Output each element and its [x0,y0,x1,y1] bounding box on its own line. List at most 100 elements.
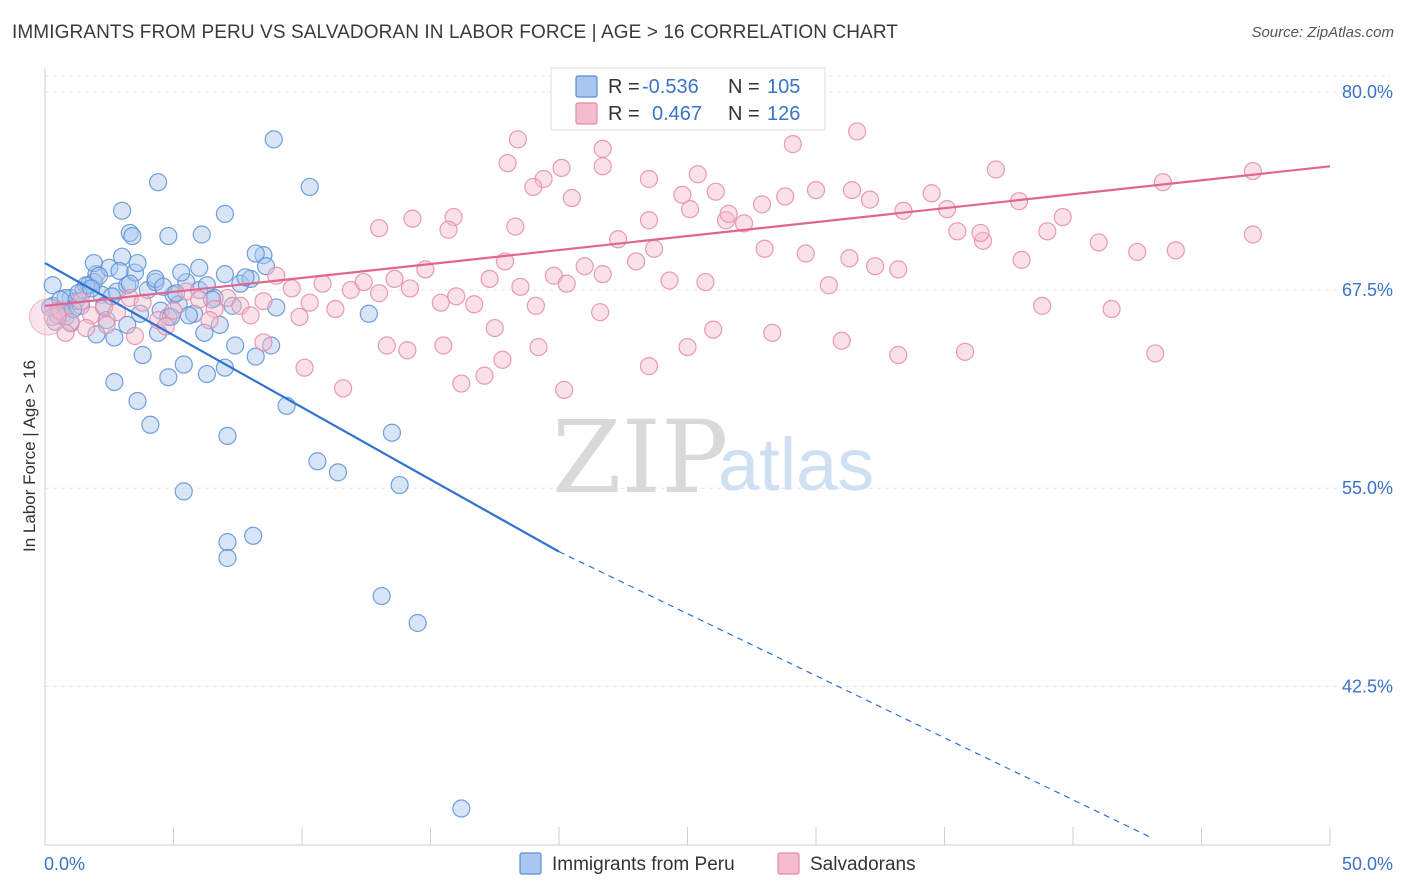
pink-point-94 [498,154,517,173]
legend-n-label-blue: N = [728,76,760,98]
blue-point-91 [190,258,209,277]
pink-point-100 [688,165,707,184]
pink-point-119 [370,219,389,238]
pink-point-29 [431,293,450,312]
pink-point-91 [452,374,471,393]
blue-point-78 [159,226,178,246]
blue-point-42 [133,345,152,365]
pink-point-32 [480,269,499,288]
blue-point-69 [372,586,391,606]
pink-point-123 [848,122,867,141]
pink-point-63 [1243,225,1263,244]
legend-r-label-blue: R = [608,76,640,98]
blue-point-68 [244,526,263,545]
pink-point-70 [639,357,659,376]
pink-point-45 [696,272,715,292]
legend-n-value-pink: 126 [767,103,800,125]
x-tick-labels: 0.0% 50.0% [44,854,1393,874]
pink-cluster-point [29,298,67,336]
pink-point-30 [447,287,466,306]
bottom-legend-swatch-pink [777,852,800,875]
pink-point-21 [313,274,332,293]
blue-point-55 [197,364,217,384]
pink-point-77 [1033,296,1052,315]
pink-point-56 [948,222,967,241]
pink-point-20 [300,293,319,312]
pink-point-66 [485,318,504,338]
pink-point-86 [254,333,273,352]
pink-point-104 [842,181,862,200]
blue-point-76 [215,204,234,223]
pink-point-59 [1038,222,1057,241]
pink-point-68 [555,380,574,399]
blue-point-81 [246,244,265,263]
series-peru-points [41,130,471,818]
trend-lines [44,165,1331,838]
blue-point-79 [192,225,211,244]
legend-r-value-blue: -0.536 [642,76,699,98]
pink-point-120 [403,209,422,228]
top-legend: R = -0.536 N = 105 R = 0.467 N = 126 [550,67,826,131]
pink-point-98 [593,157,612,176]
pink-point-2 [61,312,80,331]
blue-point-54 [174,355,193,374]
pink-point-37 [557,274,576,293]
trend-line-blue [44,262,560,553]
pink-point-78 [1102,299,1121,319]
trend-line-pink [44,165,1331,307]
bottom-legend: Immigrants from Peru Salvadorans [519,852,916,875]
series-salvadoran-points [29,122,1263,399]
y-tick-labels: 42.5% 55.0% 67.5% 80.0% [1342,82,1393,697]
pink-point-121 [439,220,458,239]
y-tick-label-3: 80.0% [1342,82,1393,102]
pink-point-24 [354,272,373,292]
blue-point-75 [112,201,132,220]
y-tick-label-1: 55.0% [1342,478,1393,498]
pink-point-62 [1166,241,1185,260]
pink-point-27 [400,279,420,298]
blue-point-72 [264,130,283,149]
pink-point-88 [295,358,314,377]
blue-point-103 [236,268,255,287]
pink-point-106 [894,201,913,220]
pink-point-67 [529,337,548,357]
pink-point-102 [752,195,772,214]
pink-point-13 [205,299,224,319]
legend-r-value-pink: 0.467 [652,103,702,125]
blue-point-88 [128,253,147,273]
blue-point-99 [120,274,139,293]
pink-point-71 [678,337,697,357]
pink-point-112 [1243,161,1263,181]
pink-point-101 [706,182,725,201]
blue-point-15 [112,247,132,266]
blue-point-48 [226,336,245,355]
blue-point-61 [359,304,378,323]
pink-point-117 [673,185,692,204]
pink-point-85 [200,311,219,330]
pink-point-31 [465,295,484,314]
blue-point-60 [328,463,348,482]
pink-point-17 [254,292,273,311]
pink-point-52 [840,249,859,268]
pink-point-97 [593,139,612,158]
blue-point-51 [128,391,147,411]
pink-point-110 [1053,207,1072,227]
blue-point-74 [300,177,319,197]
pink-point-53 [866,257,885,276]
y-axis-label: In Labor Force | Age > 16 [20,360,39,552]
blue-point-45 [179,306,199,325]
blue-point-83 [43,276,62,295]
y-tick-label-0: 42.5% [1342,676,1393,696]
blue-point-52 [141,415,160,434]
bottom-legend-label-blue: Immigrants from Peru [552,854,735,875]
pink-point-38 [575,257,594,276]
pink-point-111 [1153,173,1173,192]
blue-point-70 [408,613,427,633]
pink-point-16 [241,306,260,325]
pink-point-75 [889,345,908,365]
pink-point-60 [1089,233,1108,252]
pink-point-69 [591,303,610,322]
pink-point-43 [660,271,679,290]
watermark-zip: ZIP [552,399,728,516]
